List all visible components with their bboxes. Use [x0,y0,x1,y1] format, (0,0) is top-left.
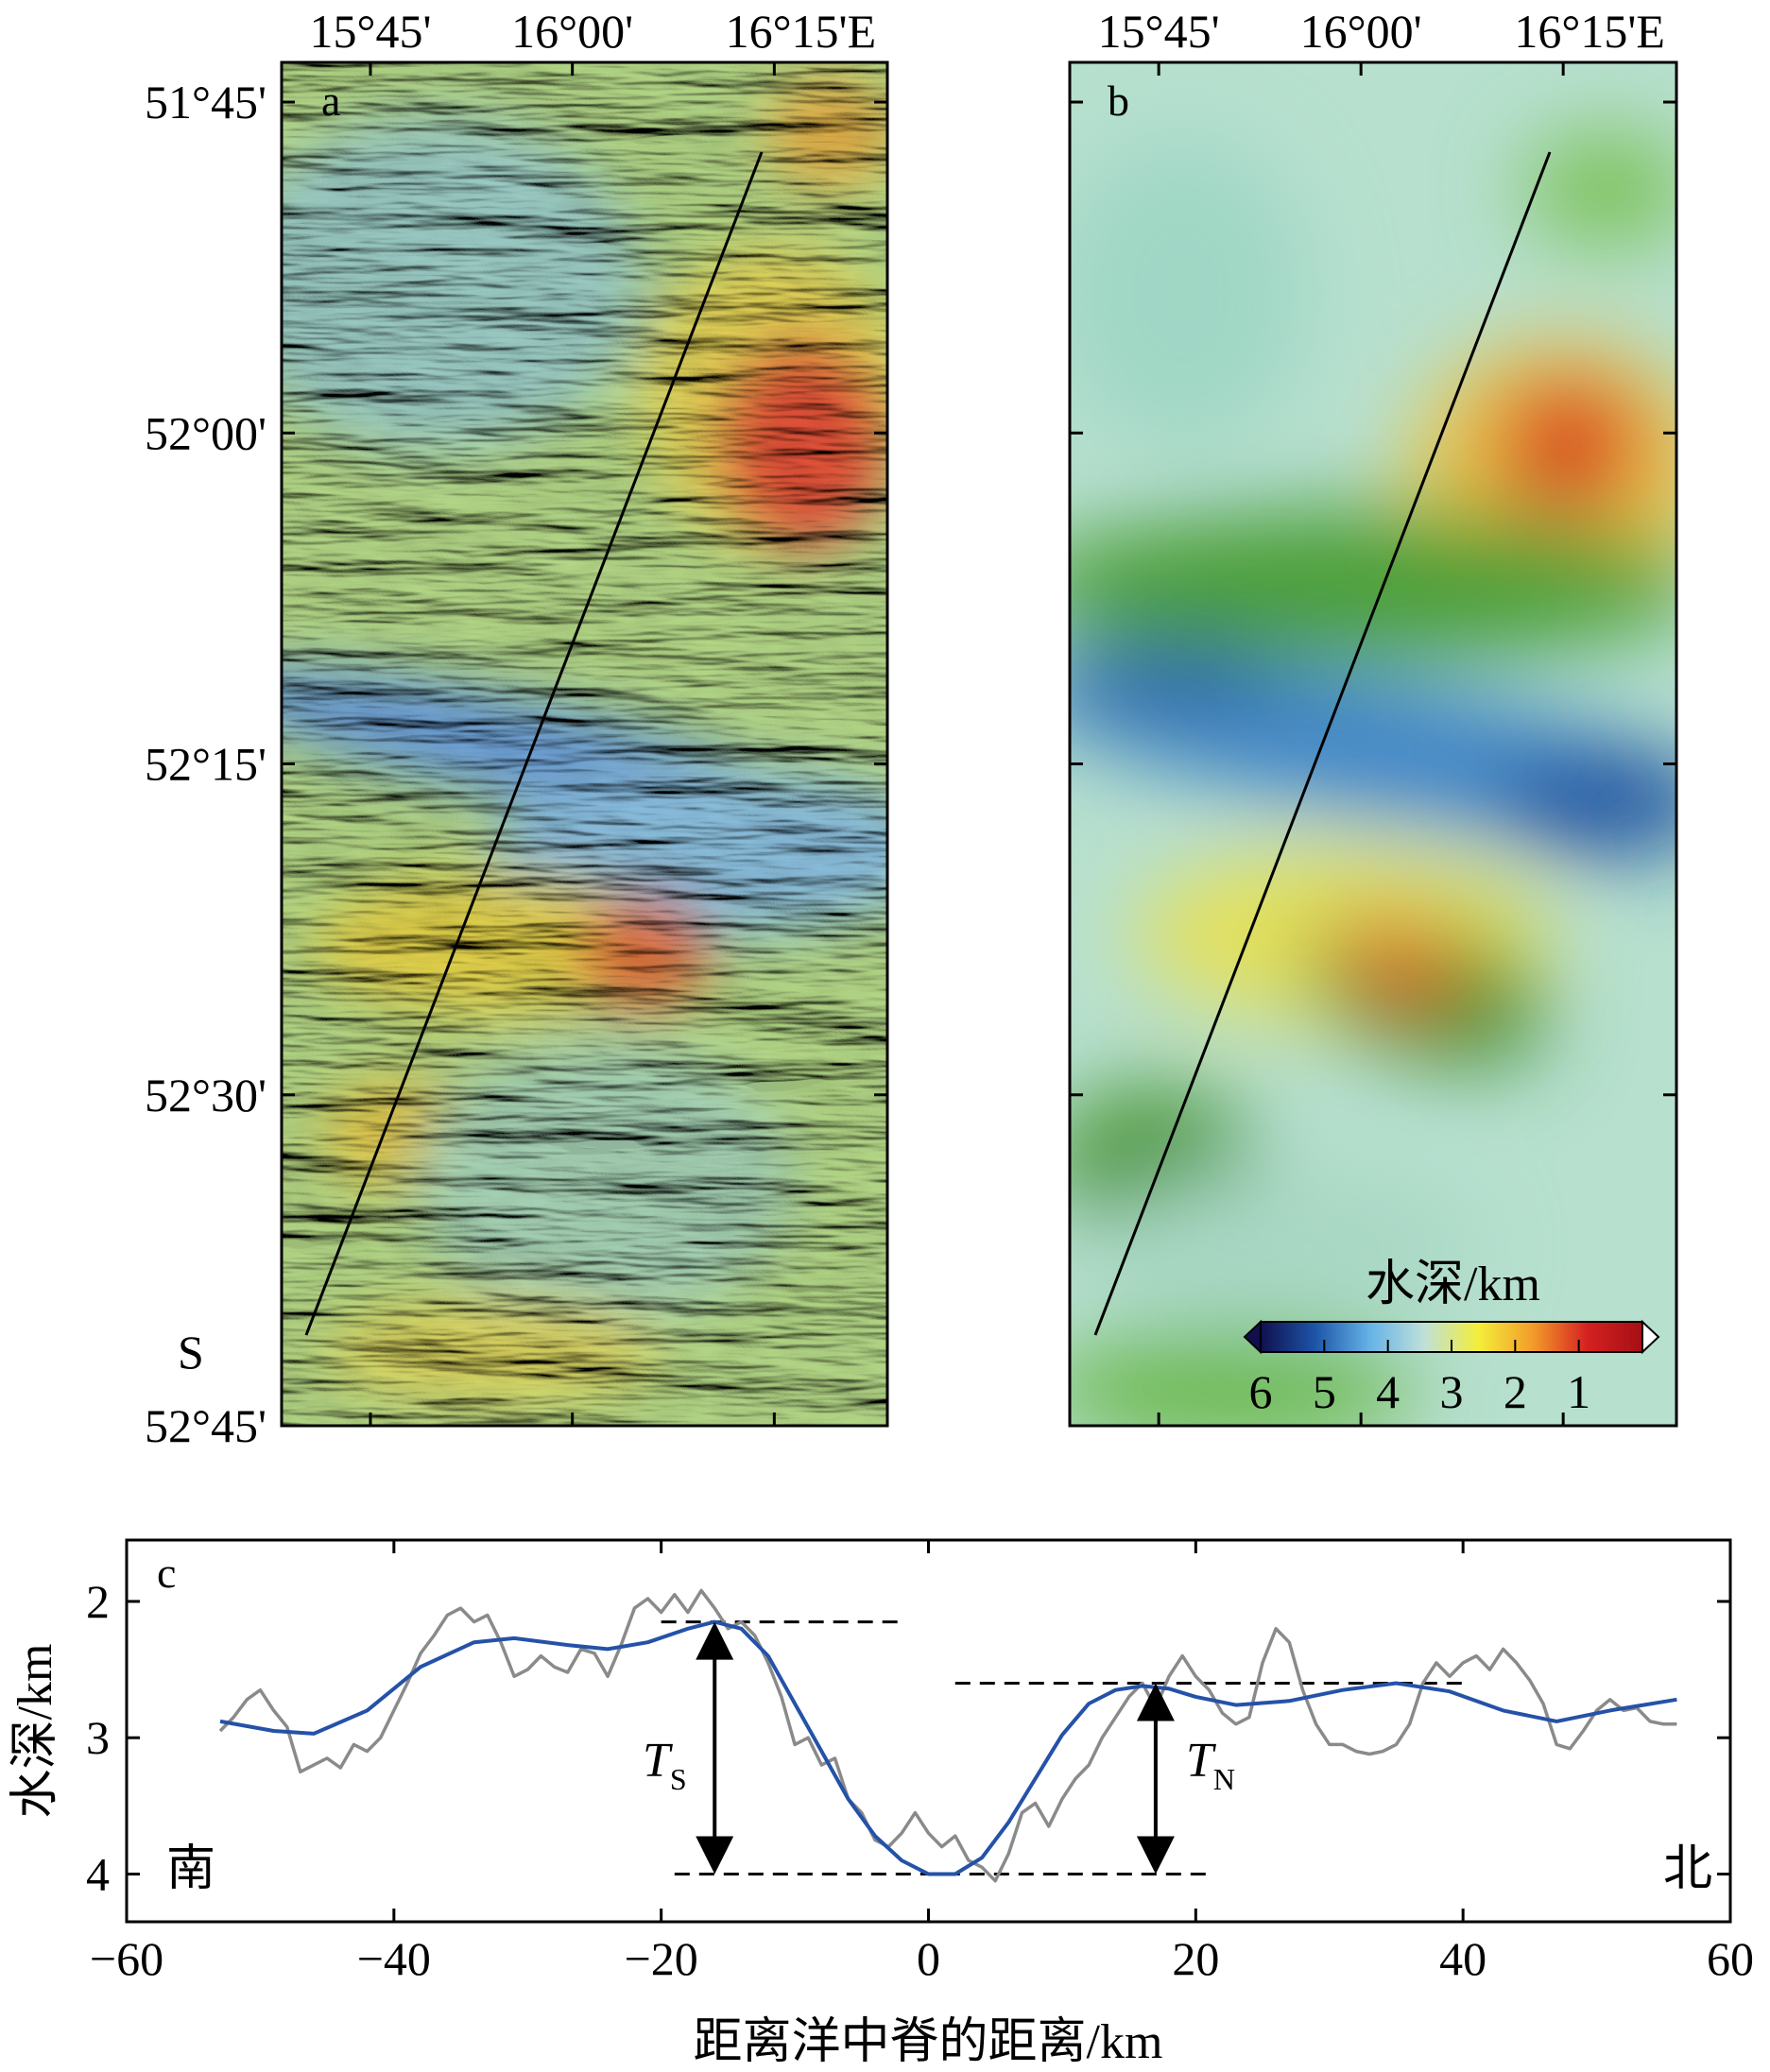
reference-lines [661,1620,1464,1875]
colorbar-title: 水深/km [1366,1258,1540,1311]
x-tick-label: 20 [1172,1932,1219,1985]
lat-tick-label: 52°15' [145,738,266,791]
lat-tick-label: 52°00' [145,406,266,459]
panel-b-letter: b [1108,77,1129,125]
lon-tick-label: 16°00' [511,5,633,58]
arrow-head-down [696,1836,734,1875]
profile-series [218,1588,1677,1883]
panel-c-frame [125,1538,1732,1924]
arrow-head-down [1136,1836,1175,1875]
x-tick-label: 0 [917,1932,940,1985]
panel-c-ticks: −60 −40 −20 0 20 40 60 2 3 4 [86,1540,1754,1985]
arrow-label: TN [1186,1734,1235,1796]
lon-tick-label: 16°00' [1300,5,1422,58]
panel-b-map [1070,62,1676,1426]
observed-profile-line [218,1588,1677,1883]
colorbar-tick-label: 2 [1504,1365,1527,1418]
x-tick-label: 40 [1439,1932,1486,1985]
colorbar-tick-label: 6 [1249,1365,1273,1418]
y-tick-label: 3 [86,1711,110,1764]
panel-a-frame [280,60,889,1428]
relief-arrows: TS TN [643,1621,1235,1875]
lon-tick-label: 15°45' [1098,5,1220,58]
panel-a-map [282,62,887,1426]
lat-tick-label: 52°45' [145,1399,266,1452]
x-axis-label: 距离洋中脊的距离/km [694,2015,1163,2069]
panel-b-frame [1068,60,1678,1428]
panel-c: c −60 −40 −20 0 20 40 60 2 3 4 TS TN 南 北 距离洋中脊的距离/… [9,1538,1754,2069]
arrow-head-up [696,1621,734,1660]
arrow-head-up [1136,1683,1175,1721]
lon-tick-label: 16°15'E [1514,5,1665,58]
panel-a-letter: a [321,77,340,125]
x-tick-label: −20 [625,1932,698,1985]
lon-tick-label: 15°45' [310,5,432,58]
y-tick-label: 2 [86,1575,110,1628]
colorbar-tick-label: 1 [1567,1365,1590,1418]
lat-tick-label: 52°30' [145,1069,266,1122]
x-tick-label: −40 [357,1932,431,1985]
lon-tick-label: 16°15'E [726,5,877,58]
y-axis-label: 水深/km [9,1644,62,1819]
x-tick-label: 60 [1707,1932,1754,1985]
panel-a: 15°45' 16°00' 16°15'E 51°45' 52°00' 52°15' 52°… [145,5,889,1452]
profile-line-a [304,151,764,1336]
colorbar-tick-label: 5 [1313,1365,1336,1418]
panel-a-ticks: 15°45' 16°00' 16°15'E 51°45' 52°00' 52°15' 52°… [145,5,887,1452]
north-label: 北 [1663,1842,1712,1896]
y-tick-label: 4 [86,1848,110,1901]
south-label: 南 [166,1842,215,1896]
smoothed-profile-line [219,1619,1677,1876]
profile-line-b [1093,151,1552,1336]
panel-c-letter: c [157,1549,176,1597]
x-tick-label: −60 [90,1932,163,1985]
colorbar-right-arrow [1641,1319,1660,1355]
arrow-label: TS [643,1734,687,1796]
colorbar-tick-label: 4 [1376,1365,1400,1418]
colorbar-tick-label: 3 [1440,1365,1464,1418]
profile-label-s: S [178,1326,204,1378]
lat-tick-label: 51°45' [145,76,266,128]
panel-b-ticks: 15°45' 16°00' 16°15'E [1070,5,1676,1428]
